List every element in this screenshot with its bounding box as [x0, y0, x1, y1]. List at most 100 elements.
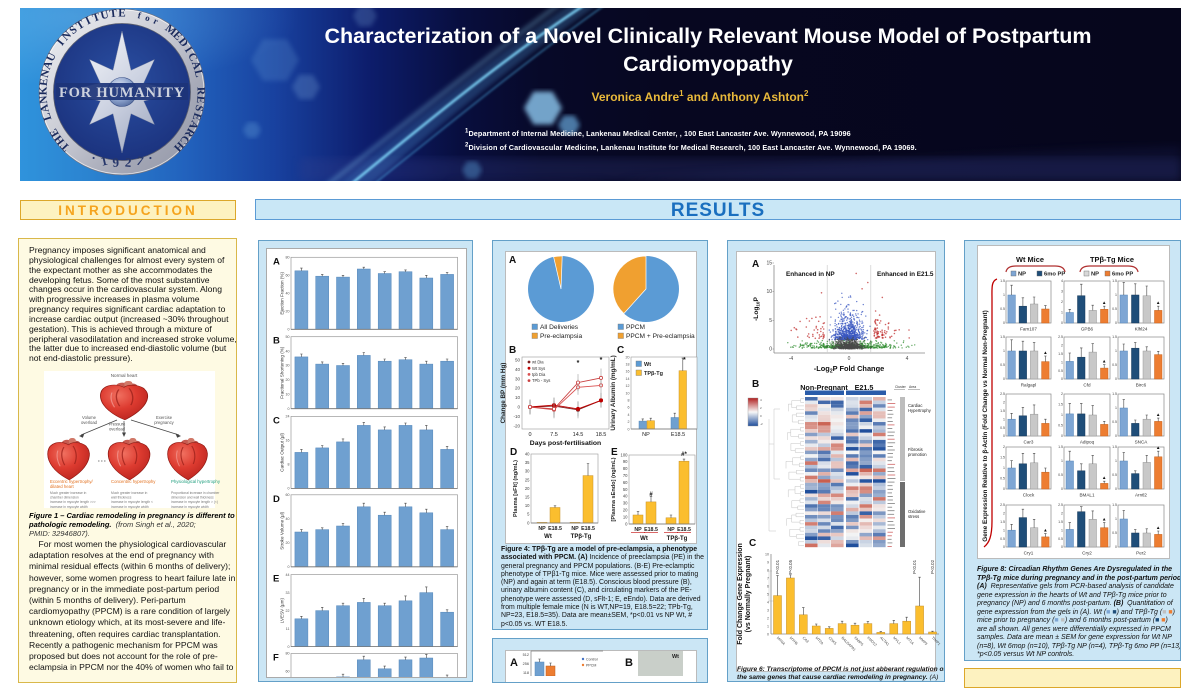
svg-text:SNCA: SNCA — [1135, 440, 1149, 445]
svg-text:14: 14 — [626, 377, 630, 381]
svg-text:3: 3 — [767, 609, 769, 613]
svg-text:P<0.01: P<0.01 — [775, 559, 780, 574]
svg-text:TPb - Sys: TPb - Sys — [532, 378, 550, 383]
svg-text:20: 20 — [515, 386, 521, 391]
svg-text:1: 1 — [1115, 293, 1117, 297]
svg-text:▲: ▲ — [1043, 528, 1048, 533]
svg-text:1.5: 1.5 — [1000, 279, 1005, 283]
svg-text:2.5: 2.5 — [1000, 392, 1005, 396]
svg-text:2.5: 2.5 — [1058, 335, 1063, 339]
svg-text:0.5: 0.5 — [1058, 424, 1063, 428]
svg-text:Wt Mice: Wt Mice — [1016, 255, 1044, 264]
svg-text:2.5: 2.5 — [1000, 503, 1005, 507]
svg-text:0: 0 — [1115, 487, 1117, 491]
svg-text:Hypertrophy: Hypertrophy — [908, 408, 932, 413]
svg-text:40: 40 — [623, 494, 628, 499]
svg-text:Urinary Albumin (mg/mL): Urinary Albumin (mg/mL) — [610, 355, 617, 430]
svg-text:2: 2 — [1003, 445, 1005, 449]
svg-text:NP: NP — [667, 527, 675, 533]
svg-text:1.5: 1.5 — [1000, 335, 1005, 339]
svg-text:*: * — [600, 357, 603, 364]
svg-text:0: 0 — [288, 328, 290, 332]
svg-text:Per2: Per2 — [1136, 551, 1146, 556]
svg-text:increase in myocyte length <: increase in myocyte length < — [111, 500, 153, 504]
svg-text:Wt Sys: Wt Sys — [532, 366, 545, 371]
svg-text:Change BP (mm Hg): Change BP (mm Hg) — [500, 363, 507, 424]
svg-text:512: 512 — [523, 653, 529, 657]
svg-text:22: 22 — [286, 609, 290, 613]
svg-text:Proportional increase in chamb: Proportional increase in chamber — [171, 491, 220, 495]
svg-text:Clock: Clock — [1023, 493, 1035, 498]
svg-text:Wt: Wt — [644, 362, 651, 368]
svg-text:E18.5: E18.5 — [671, 432, 685, 438]
svg-text:B: B — [625, 657, 633, 669]
svg-text:promotion: promotion — [908, 452, 927, 457]
svg-text:TPβ-Tg: TPβ-Tg — [571, 534, 592, 540]
svg-text:FOR HUMANITY: FOR HUMANITY — [59, 85, 185, 101]
svg-text:Fractional Shortening (%): Fractional Shortening (%) — [280, 346, 285, 399]
svg-text:▲: ▲ — [1156, 525, 1161, 530]
svg-text:0: 0 — [517, 405, 520, 410]
svg-text:2: 2 — [124, 155, 132, 170]
svg-text:0.5: 0.5 — [1000, 477, 1005, 481]
svg-text:E: E — [118, 8, 125, 20]
svg-text:Cfd: Cfd — [1083, 383, 1091, 388]
svg-text:dilated heart: dilated heart — [50, 484, 74, 489]
svg-text:MT2A: MT2A — [814, 636, 824, 646]
svg-text:*: * — [683, 357, 686, 364]
svg-text:30: 30 — [286, 364, 290, 368]
svg-text:20: 20 — [525, 486, 530, 491]
svg-text:B: B — [752, 379, 759, 390]
svg-text:7: 7 — [767, 577, 769, 581]
svg-text:0: 0 — [628, 427, 630, 431]
svg-text:0.5: 0.5 — [1058, 473, 1063, 477]
svg-text:1: 1 — [1115, 517, 1117, 521]
svg-text:0: 0 — [1115, 321, 1117, 325]
svg-text:2: 2 — [767, 617, 769, 621]
svg-text:Much greater increase in: Much greater increase in — [111, 491, 147, 495]
svg-text:1.5: 1.5 — [1112, 503, 1117, 507]
svg-text:20: 20 — [623, 508, 628, 513]
svg-text:1.5: 1.5 — [1058, 403, 1063, 407]
svg-text:Plasma [sFlt] (ng/mL): Plasma [sFlt] (ng/mL) — [513, 460, 519, 517]
svg-text:8: 8 — [288, 463, 290, 467]
svg-text:LVESV (µm): LVESV (µm) — [280, 597, 285, 623]
svg-text:1: 1 — [1061, 413, 1063, 417]
svg-text:-Log2P Fold Change: -Log2P Fold Change — [814, 364, 884, 375]
svg-text:E18.5: E18.5 — [677, 527, 691, 533]
svg-text:-Log10P: -Log10P — [753, 297, 761, 321]
svg-text:FABP5: FABP5 — [853, 636, 864, 647]
svg-text:NP: NP — [1018, 272, 1026, 278]
svg-text:4: 4 — [1061, 279, 1063, 283]
svg-text:33: 33 — [286, 591, 290, 595]
svg-text:Birc6: Birc6 — [1136, 383, 1147, 388]
svg-text:Car3: Car3 — [1024, 440, 1034, 445]
svg-text:1: 1 — [1003, 293, 1005, 297]
svg-text:40: 40 — [525, 452, 530, 457]
svg-text:24: 24 — [286, 415, 290, 419]
svg-text:0.5: 0.5 — [1112, 473, 1117, 477]
svg-text:1.5: 1.5 — [1000, 456, 1005, 460]
svg-text:1.5: 1.5 — [1112, 392, 1117, 396]
svg-text:0.5: 0.5 — [1000, 307, 1005, 311]
svg-text:15: 15 — [525, 495, 530, 500]
svg-text:1: 1 — [1061, 459, 1063, 463]
svg-text:1: 1 — [1115, 406, 1117, 410]
svg-text:4: 4 — [906, 356, 909, 362]
svg-text:2: 2 — [1061, 344, 1063, 348]
svg-text:16: 16 — [626, 370, 630, 374]
svg-text:B: B — [273, 336, 280, 347]
svg-text:0: 0 — [1115, 377, 1117, 381]
svg-text:▲: ▲ — [1043, 350, 1048, 355]
svg-text:8: 8 — [767, 569, 769, 573]
svg-text:40: 40 — [286, 517, 290, 521]
svg-text:Ejection Fraction (%): Ejection Fraction (%) — [280, 272, 285, 315]
svg-text:Ralgapl: Ralgapl — [1021, 383, 1037, 388]
svg-text:P<0.02: P<0.02 — [930, 559, 935, 574]
svg-text:0: 0 — [769, 347, 772, 353]
svg-text:COX5: COX5 — [827, 636, 837, 646]
svg-text:E18.5: E18.5 — [581, 526, 595, 532]
svg-text:Fold Change Gene Expression: Fold Change Gene Expression — [737, 543, 744, 645]
svg-text:dimension and wall thickness: dimension and wall thickness — [171, 496, 214, 500]
svg-text:1: 1 — [1115, 459, 1117, 463]
